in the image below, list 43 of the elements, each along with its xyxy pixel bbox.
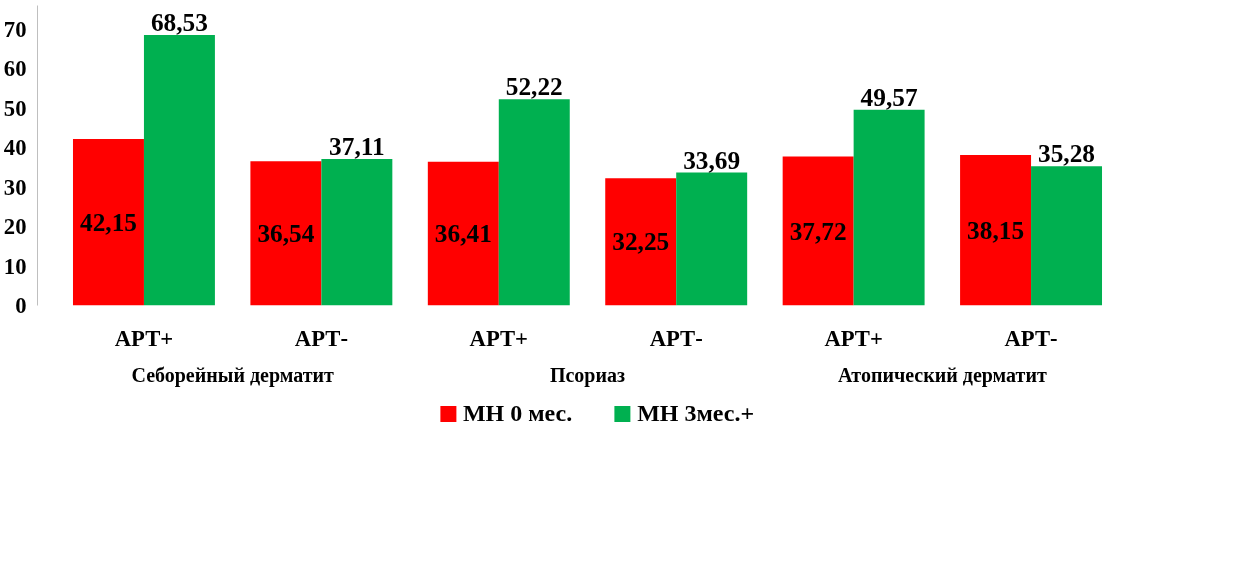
text: Псориаз [549, 363, 626, 387]
y-tick-label: 60 [3, 56, 27, 82]
data-label: 37,72 [789, 216, 847, 245]
bar [427, 161, 499, 306]
x-tick-label: АРТ+ [114, 325, 174, 351]
data-label: 37,11 [329, 132, 385, 161]
y-tick-label: 70 [3, 16, 27, 42]
bar [321, 159, 393, 306]
data-label: 49,57 [860, 82, 918, 111]
bar [605, 178, 677, 306]
data-label: 33,69 [683, 145, 741, 174]
data-label: 35,28 [1038, 139, 1096, 168]
y-tick-label: 40 [3, 135, 27, 161]
bar [960, 154, 1032, 306]
data-label: 36,41 [434, 219, 492, 248]
x-tick-label: АРТ- [294, 325, 348, 351]
bar [143, 34, 215, 306]
bar [72, 139, 144, 306]
bar [1031, 166, 1103, 306]
legend-label: МН 0 мес. [462, 399, 573, 427]
bar [498, 99, 570, 306]
y-tick-label: 0 [15, 293, 27, 318]
text: Себорейный дерматит [131, 363, 335, 387]
data-label: 38,15 [967, 215, 1025, 244]
data-label: 42,15 [79, 207, 137, 236]
data-label: 68,53 [150, 7, 208, 36]
bar [676, 172, 748, 306]
y-tick-label: 20 [3, 214, 27, 240]
text: Атопический дерматит [837, 363, 1047, 387]
x-tick-label: АРТ- [1004, 325, 1058, 351]
data-label: 32,25 [612, 227, 670, 256]
x-tick-label: АРТ- [649, 325, 703, 351]
bar [853, 109, 925, 306]
bar [782, 156, 854, 306]
y-tick-label: 10 [3, 253, 27, 279]
data-label: 52,22 [505, 72, 563, 101]
x-tick-label: АРТ+ [469, 325, 529, 351]
data-label: 36,54 [257, 218, 315, 247]
bar [250, 161, 322, 306]
y-tick-label: 50 [3, 95, 27, 121]
legend-label: МН 3мес.+ [637, 399, 755, 427]
x-tick-label: АРТ+ [824, 325, 883, 351]
y-tick-label: 30 [3, 174, 27, 200]
